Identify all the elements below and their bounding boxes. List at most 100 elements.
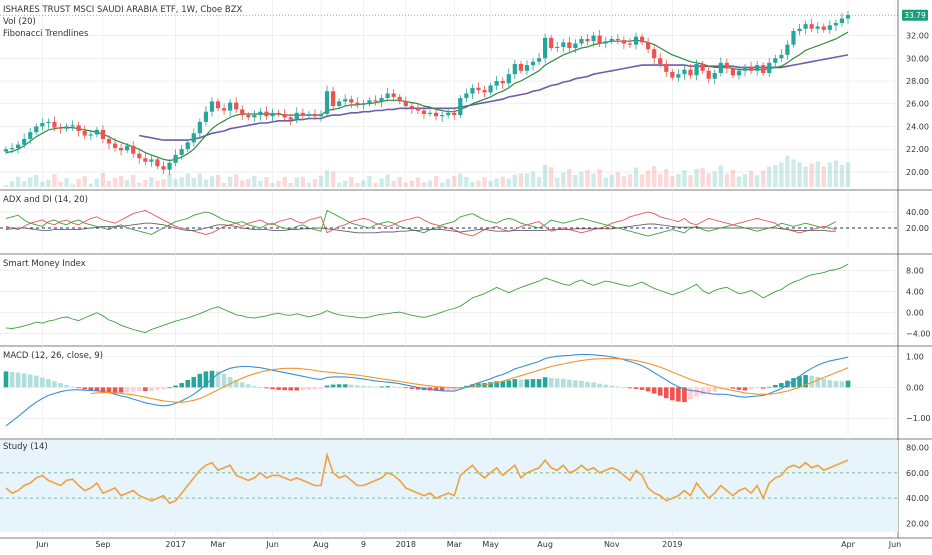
volume-bar [567, 168, 572, 187]
candle-body [615, 38, 620, 41]
volume-bar [21, 181, 27, 187]
volume-bar [476, 180, 481, 187]
candle-body [58, 127, 63, 129]
price-tick-label: 20.00 [906, 168, 929, 177]
candle-body [530, 61, 536, 66]
candle-body [203, 111, 208, 122]
macd-histogram-bar [179, 383, 184, 388]
candle-body [633, 36, 639, 45]
price-axis: 20.00 22.00 24.00 26.00 28.00 30.00 32.00 40.00… [906, 32, 931, 529]
volume-bar [760, 170, 766, 187]
macd-histogram-bar [585, 381, 590, 388]
macd-histogram-bar [427, 387, 433, 391]
volume-bar [397, 177, 402, 187]
volume-bar [427, 180, 433, 187]
volume-bar [797, 162, 802, 187]
candle-body [191, 133, 196, 143]
macd-histogram-bar [415, 387, 421, 390]
volume-bar [627, 174, 633, 187]
volume-bar [724, 173, 730, 187]
macd-histogram-bar [536, 379, 542, 388]
candle-body [543, 37, 548, 59]
candle-body [403, 101, 408, 106]
time-tick-label: 2018 [396, 540, 416, 549]
candle-body [252, 115, 257, 118]
volume-bar [46, 179, 51, 187]
volume-bar [282, 176, 287, 187]
volume-bar [409, 180, 415, 187]
macd-histogram-bar [688, 387, 693, 400]
macd-histogram-bar [433, 387, 439, 391]
time-tick-label: Jun [888, 540, 902, 549]
volume-bar [379, 178, 384, 187]
volume-bar [748, 170, 754, 187]
candle-body [379, 98, 384, 102]
volume-bar [530, 171, 536, 187]
last-price-value: 33.79 [904, 11, 926, 20]
ema-fast-line [5, 31, 849, 162]
price-tick-label: 20.00 [906, 224, 929, 233]
candle-body [476, 87, 481, 91]
macd-histogram-bar [754, 387, 760, 389]
macd-histogram-bar [779, 383, 784, 388]
macd-histogram-bar [270, 387, 275, 390]
candle-body [167, 162, 172, 170]
candle-body [446, 112, 451, 116]
macd-histogram-bar [143, 387, 148, 392]
macd-histogram-bar [391, 386, 396, 388]
volume-bar [28, 177, 33, 187]
candle-body [215, 101, 221, 109]
macd-histogram-bar [488, 382, 493, 388]
candle-body [34, 126, 39, 133]
candle-body [470, 87, 475, 94]
macd-histogram-bar [627, 387, 633, 389]
price-tick-label: 22.00 [906, 145, 929, 154]
candle-body [561, 42, 566, 47]
study-background [0, 440, 898, 532]
macd-histogram-bar [815, 376, 821, 388]
candle-body [234, 102, 239, 110]
macd-histogram-bar [766, 386, 772, 388]
candle-body [579, 38, 584, 44]
volume-bar [415, 177, 421, 187]
last-price-label: 33.79 [902, 9, 928, 21]
macd-histogram-bar [385, 386, 390, 388]
macd-histogram-bar [330, 384, 336, 388]
candle-body [9, 148, 15, 150]
price-tick-label: 80.00 [906, 444, 929, 453]
volume-bar [730, 169, 736, 187]
plus-di-line [5, 209, 837, 237]
candle-body [718, 62, 723, 74]
macd-histogram-bar [560, 378, 566, 388]
volume-bar [615, 172, 621, 187]
macd-histogram-bar [397, 387, 403, 388]
macd-histogram-bar [791, 378, 796, 388]
macd-histogram-bar [112, 387, 118, 393]
macd-histogram-bar [797, 376, 802, 388]
volume-bar [64, 178, 69, 187]
candle-body [518, 63, 523, 71]
macd-histogram-bar [58, 383, 63, 388]
candle-body [70, 125, 75, 127]
volume-bar [815, 161, 820, 187]
candle-body [567, 42, 572, 49]
volume-bar [143, 180, 148, 187]
volume-bar [700, 168, 705, 187]
macd-histogram-bar [27, 374, 33, 388]
time-tick-label: Jun [35, 540, 49, 549]
macd-histogram-bar [445, 387, 451, 391]
candle-body [16, 144, 21, 149]
candle-body [803, 24, 808, 29]
volume-bar [706, 173, 711, 187]
candle-body [573, 43, 578, 49]
volume-bar [645, 170, 651, 187]
volume-bar [524, 173, 530, 187]
macd-histogram-bar [88, 387, 94, 391]
macd-histogram-bar [736, 387, 742, 390]
macd-histogram-bar [185, 380, 191, 388]
candle-body [46, 121, 51, 124]
candle-body [228, 102, 233, 111]
volume-bar [58, 182, 63, 187]
